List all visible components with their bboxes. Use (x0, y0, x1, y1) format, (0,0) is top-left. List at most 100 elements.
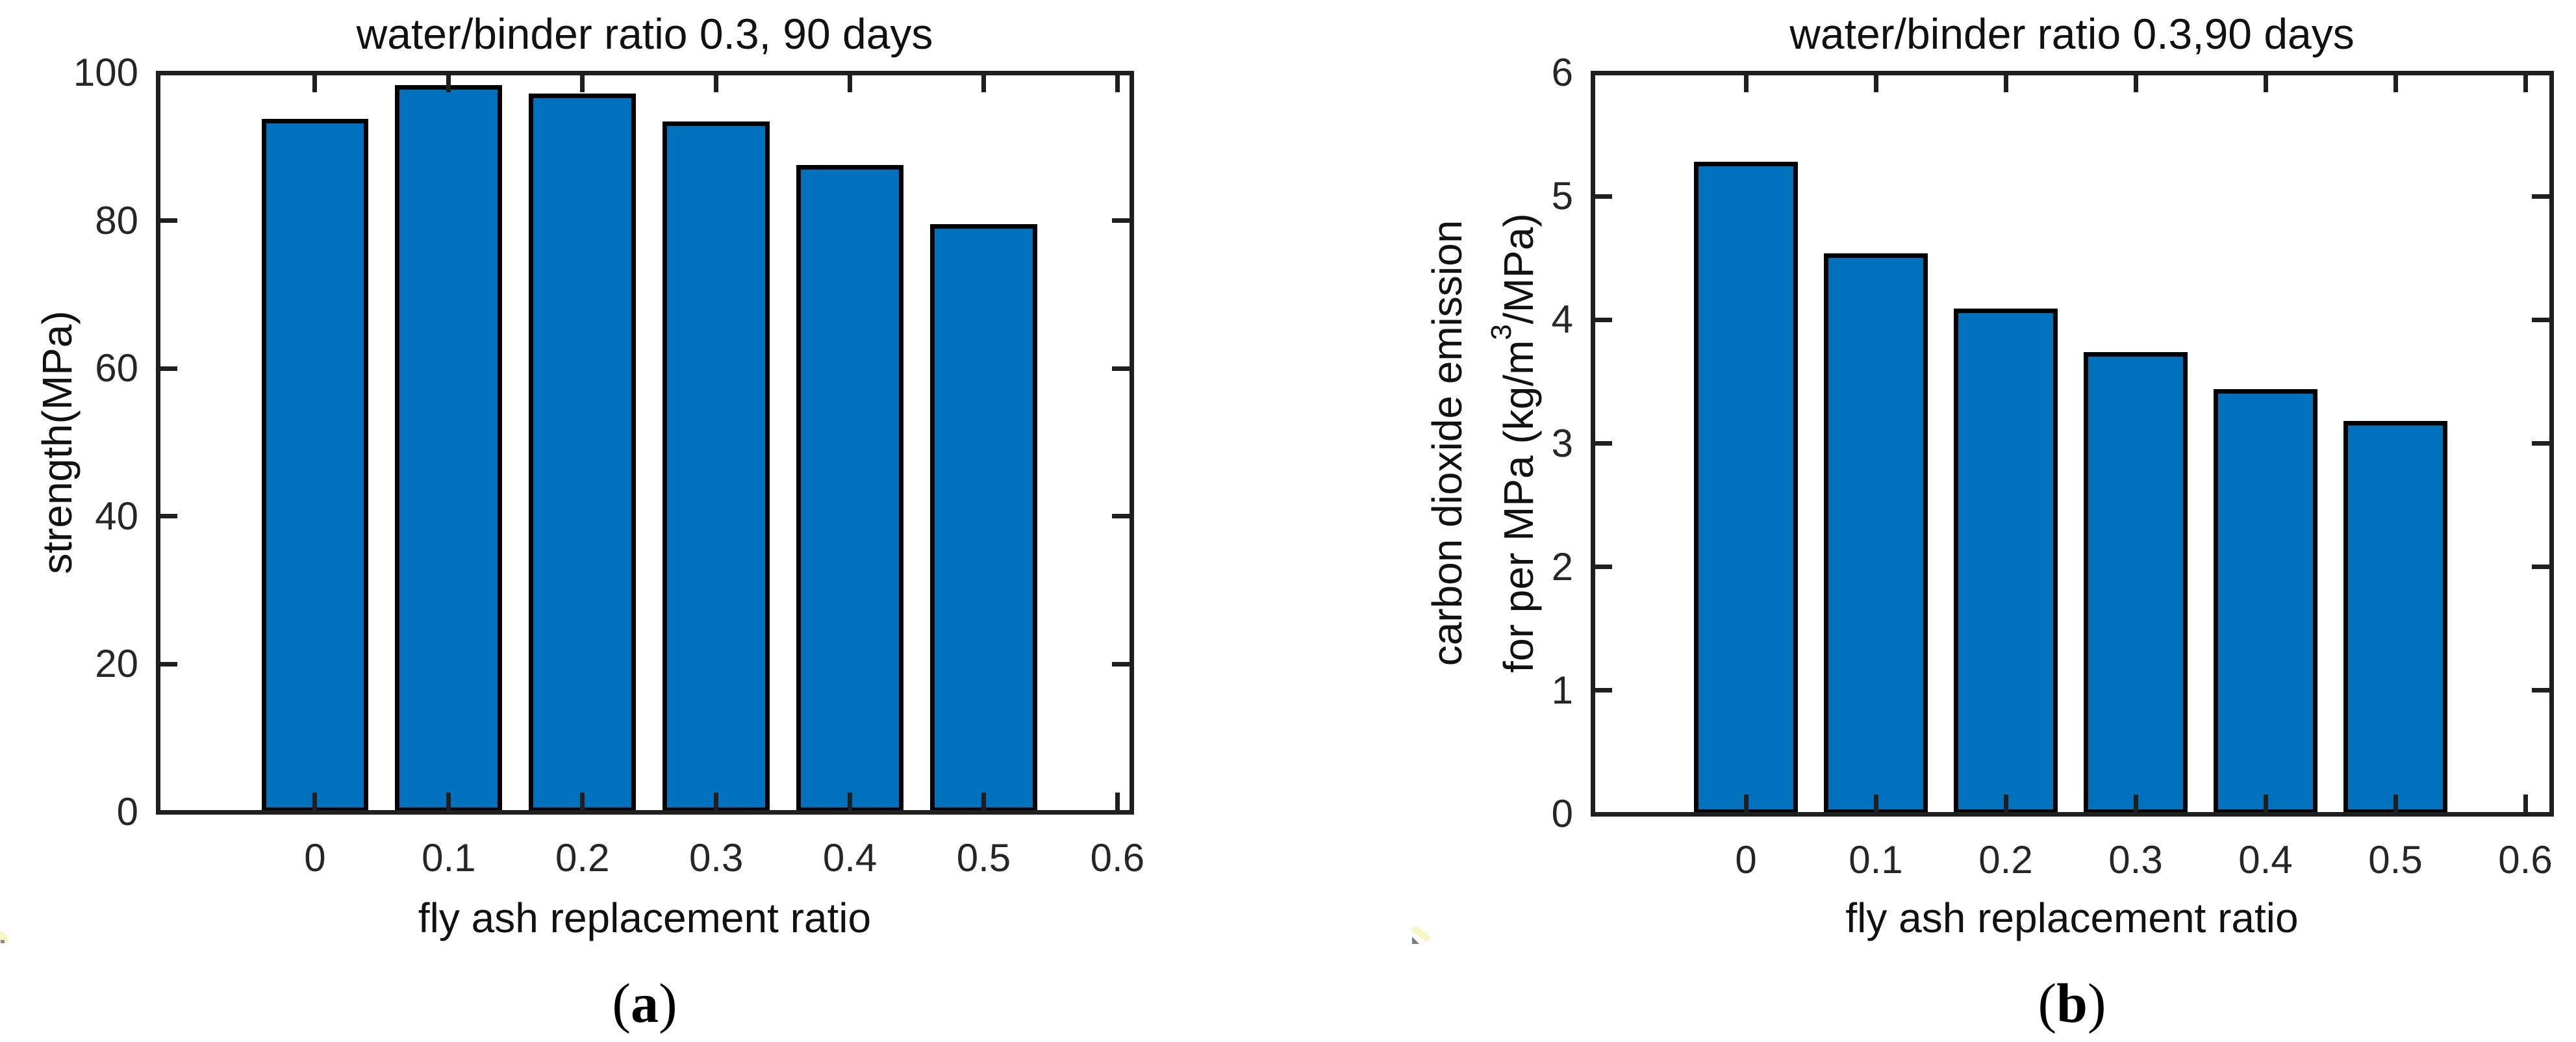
y-tick-label-b: 1 (1551, 668, 1573, 712)
plot-box-b (1590, 70, 2554, 817)
x-tick-label-a: 0.2 (555, 836, 610, 880)
x-tick-mark-top (981, 73, 986, 92)
x-tick-label-b: 0 (1735, 838, 1757, 882)
y-tick-mark-right (2532, 70, 2551, 75)
y-tick-mark-right (1112, 514, 1131, 519)
y-tick-mark-right (2532, 317, 2551, 322)
y-tick-label-b: 5 (1551, 174, 1573, 218)
y-tick-label-a: 100 (73, 51, 138, 94)
artifact-mark-left (0, 932, 8, 943)
x-tick-mark-top (1115, 73, 1120, 92)
x-tick-mark-bottom (2133, 794, 2138, 814)
y-tick-label-a: 80 (95, 198, 138, 242)
y-tick-mark-right (2532, 688, 2551, 693)
x-tick-label-b: 0.6 (2498, 838, 2553, 882)
plot-box-a (155, 70, 1134, 815)
bar-a-0 (261, 118, 369, 812)
y-tick-mark-left (1593, 565, 1612, 570)
y-tick-mark-right (1112, 218, 1131, 223)
y-tick-mark-right (2532, 194, 2551, 199)
y-tick-mark-right (2532, 811, 2551, 817)
x-tick-label-b: 0.4 (2238, 838, 2293, 882)
x-tick-mark-bottom (580, 793, 585, 812)
x-tick-mark-top (2133, 73, 2138, 92)
y-tick-mark-right (1112, 70, 1131, 75)
chart-b-title: water/binder ratio 0.3,90 days (1789, 10, 2355, 58)
bar-b-0.5 (2343, 421, 2447, 814)
x-tick-label-a: 0.3 (688, 836, 744, 880)
x-tick-mark-top (1873, 73, 1878, 92)
y-tick-mark-right (2532, 565, 2551, 570)
y-tick-mark-right (1112, 809, 1131, 815)
y-tick-label-b: 2 (1551, 544, 1573, 589)
x-tick-mark-top (2393, 73, 2398, 92)
x-tick-mark-bottom (848, 793, 853, 812)
caption-paren-open: ( (2038, 972, 2057, 1034)
caption-letter: b (2056, 972, 2088, 1034)
bar-b-0 (1694, 161, 1798, 814)
y-tick-label-b: 3 (1551, 421, 1573, 465)
x-tick-mark-top (580, 73, 585, 92)
x-tick-mark-top (446, 73, 451, 92)
y-tick-mark-right (1112, 366, 1131, 371)
y-tick-mark-left (1593, 70, 1612, 75)
artifact-speck-left (1, 940, 5, 943)
y-tick-mark-left (1593, 811, 1612, 817)
x-tick-mark-top (2523, 73, 2528, 92)
chart-b-xlabel: fly ash replacement ratio (1845, 895, 2299, 941)
x-tick-mark-bottom (2263, 794, 2268, 814)
y-tick-label-b: 6 (1551, 51, 1573, 94)
x-tick-mark-bottom (1743, 794, 1749, 814)
y-tick-mark-left (1593, 688, 1612, 693)
caption-paren-close: ) (2087, 972, 2106, 1034)
y-tick-mark-left (1593, 441, 1612, 446)
y-tick-label-b: 0 (1551, 792, 1573, 835)
x-tick-mark-bottom (312, 793, 318, 812)
x-tick-label-a: 0.4 (822, 836, 878, 880)
x-tick-mark-bottom (446, 793, 451, 812)
x-tick-mark-top (714, 73, 719, 92)
y-tick-mark-left (158, 366, 177, 371)
y-tick-label-a: 40 (95, 494, 138, 538)
x-tick-mark-bottom (2003, 794, 2008, 814)
y-tick-mark-right (1112, 661, 1131, 667)
x-tick-label-b: 0.2 (1978, 838, 2033, 882)
x-tick-mark-top (312, 73, 318, 92)
caption-letter: a (631, 972, 659, 1034)
bar-b-0.2 (1954, 309, 2058, 814)
x-tick-mark-bottom (1873, 794, 1878, 814)
bar-a-0.2 (529, 93, 637, 812)
x-tick-label-a: 0.5 (956, 836, 1011, 880)
y-tick-label-a: 20 (95, 642, 138, 686)
x-tick-mark-bottom (2393, 794, 2398, 814)
y-tick-mark-left (158, 218, 177, 223)
x-tick-mark-top (2003, 73, 2008, 92)
x-tick-mark-top (2263, 73, 2268, 92)
x-tick-label-a: 0.6 (1090, 836, 1145, 880)
bar-a-0.3 (663, 121, 770, 812)
y-tick-mark-left (158, 70, 177, 75)
x-tick-label-b: 0.5 (2368, 838, 2423, 882)
y-tick-mark-left (158, 809, 177, 815)
chart-a-xlabel: fly ash replacement ratio (418, 895, 872, 941)
y-tick-mark-left (158, 514, 177, 519)
y-tick-label-b: 4 (1551, 298, 1573, 342)
panel-b-caption: (b) (1593, 972, 2551, 1034)
y-tick-label-a: 0 (116, 790, 138, 833)
x-tick-mark-top (1743, 73, 1749, 92)
y-tick-mark-left (158, 661, 177, 667)
bar-a-0.5 (930, 224, 1037, 812)
x-tick-mark-bottom (2523, 794, 2528, 814)
y-tick-mark-right (2532, 441, 2551, 446)
x-tick-mark-bottom (1115, 793, 1120, 812)
chart-a-title: water/binder ratio 0.3, 90 days (356, 10, 933, 58)
x-tick-mark-top (848, 73, 853, 92)
chart-a-ylabel: strength(MPa) (34, 311, 81, 574)
x-tick-label-a: 0 (304, 836, 326, 880)
artifact-speck-right (1412, 937, 1419, 944)
y-tick-label-a: 60 (95, 346, 138, 390)
bar-a-0.1 (395, 85, 503, 812)
y-tick-mark-left (1593, 317, 1612, 322)
x-tick-mark-bottom (714, 793, 719, 812)
